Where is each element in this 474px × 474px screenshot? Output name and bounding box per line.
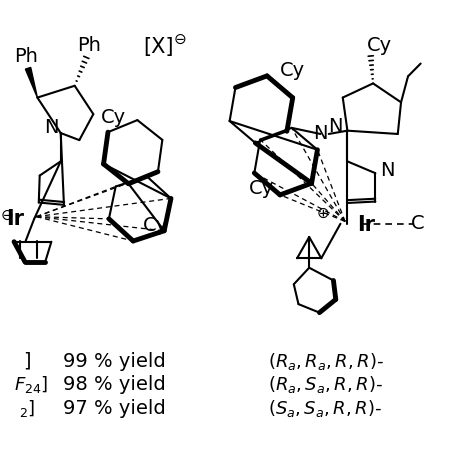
Text: $(R_a,R_a,R,R)$-: $(R_a,R_a,R,R)$- [268,351,384,372]
Text: [X]: [X] [143,37,174,57]
Text: $_2$]: $_2$] [19,398,35,419]
Text: N: N [380,161,394,180]
Text: ⊖: ⊖ [0,208,13,223]
Text: N: N [313,125,328,144]
Text: $\mathit{F}_{24}$]: $\mathit{F}_{24}$] [14,374,48,395]
Text: C: C [410,214,424,233]
Text: Cy: Cy [366,36,392,55]
Text: ⊖: ⊖ [173,32,186,47]
Text: Cy: Cy [248,179,273,198]
Text: Cy: Cy [143,216,168,235]
Text: ]: ] [23,352,30,371]
Text: ⊕: ⊕ [317,206,329,221]
Text: Ph: Ph [14,47,37,66]
Text: $(R_a,S_a,R,R)$-: $(R_a,S_a,R,R)$- [268,374,383,395]
Text: Ir: Ir [357,215,375,235]
Text: Cy: Cy [101,109,126,128]
Text: $(S_a,S_a,R,R)$-: $(S_a,S_a,R,R)$- [268,398,382,419]
Text: Cy: Cy [280,61,305,80]
Text: Ph: Ph [77,36,100,55]
Polygon shape [26,67,37,98]
Text: N: N [328,118,343,137]
Text: Ir: Ir [6,209,24,229]
Text: 98 % yield: 98 % yield [63,375,166,394]
Text: 97 % yield: 97 % yield [63,399,166,418]
Text: N: N [44,118,59,137]
Text: 99 % yield: 99 % yield [63,352,166,371]
